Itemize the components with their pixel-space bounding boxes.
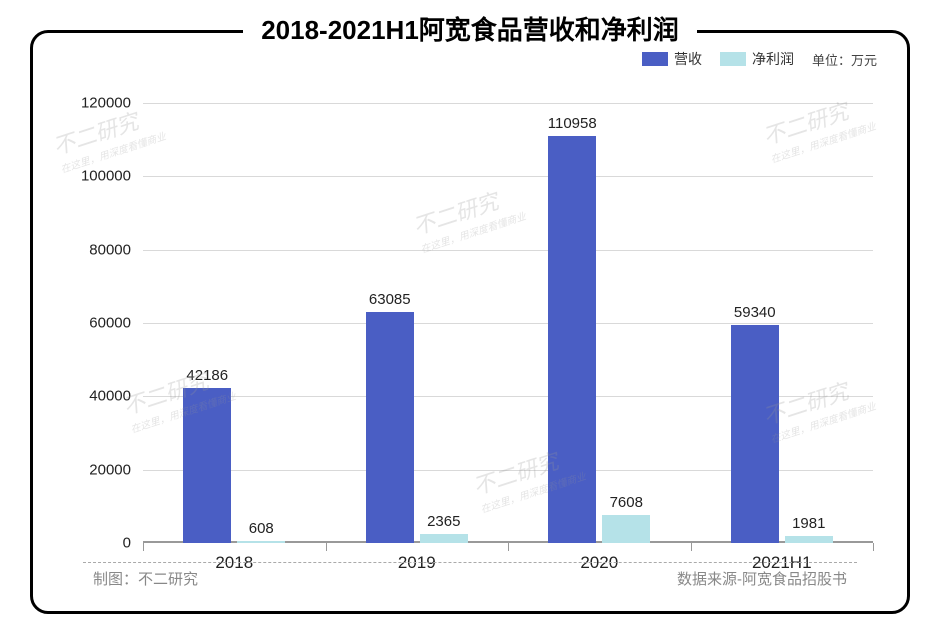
bar-group: 2021H1593401981 (691, 103, 874, 543)
y-tick-label: 80000 (89, 241, 131, 258)
bar-group: 2019630852365 (326, 103, 509, 543)
chart-title: 2018-2021H1阿宽食品营收和净利润 (243, 10, 697, 47)
bar-value-label: 59340 (715, 304, 795, 321)
footer-right: 数据来源-阿宽食品招股书 (677, 568, 847, 589)
y-tick-label: 100000 (81, 168, 131, 185)
y-tick-label: 40000 (89, 388, 131, 405)
y-tick-label: 20000 (89, 461, 131, 478)
unit-label: 单位：万元 (812, 50, 877, 69)
legend-item-profit: 净利润 (720, 49, 794, 69)
legend-item-revenue: 营收 (642, 49, 702, 69)
legend: 营收 净利润 单位：万元 (642, 49, 877, 69)
legend-label-revenue: 营收 (674, 49, 702, 69)
y-tick-label: 60000 (89, 315, 131, 332)
x-tick (508, 543, 509, 551)
y-tick-label: 120000 (81, 95, 131, 112)
bar-value-label: 1981 (769, 515, 849, 532)
bar-group: 201842186608 (143, 103, 326, 543)
bar-value-label: 608 (221, 520, 301, 537)
bar-profit (237, 541, 285, 543)
x-tick (326, 543, 327, 551)
footer-divider (83, 562, 857, 563)
bar-revenue (366, 312, 414, 543)
x-tick (873, 543, 874, 551)
legend-swatch-revenue (642, 52, 668, 66)
bar-value-label: 42186 (167, 367, 247, 384)
chart-frame: 营收 净利润 单位：万元 020000400006000080000100000… (30, 30, 910, 614)
bar-value-label: 63085 (350, 291, 430, 308)
bar-value-label: 7608 (586, 494, 666, 511)
footer: 制图：不二研究 数据来源-阿宽食品招股书 (93, 568, 847, 589)
x-tick (143, 543, 144, 551)
legend-swatch-profit (720, 52, 746, 66)
bar-profit (602, 515, 650, 543)
bar-revenue (731, 325, 779, 543)
plot-area: 0200004000060000800001000001200002018421… (143, 103, 873, 543)
legend-label-profit: 净利润 (752, 49, 794, 69)
bar-profit (785, 536, 833, 543)
bar-value-label: 2365 (404, 513, 484, 530)
bar-profit (420, 534, 468, 543)
x-tick (691, 543, 692, 551)
bar-value-label: 110958 (532, 115, 612, 132)
bar-group: 20201109587608 (508, 103, 691, 543)
bar-revenue (548, 136, 596, 543)
y-tick-label: 0 (123, 535, 131, 552)
footer-left: 制图：不二研究 (93, 568, 198, 589)
